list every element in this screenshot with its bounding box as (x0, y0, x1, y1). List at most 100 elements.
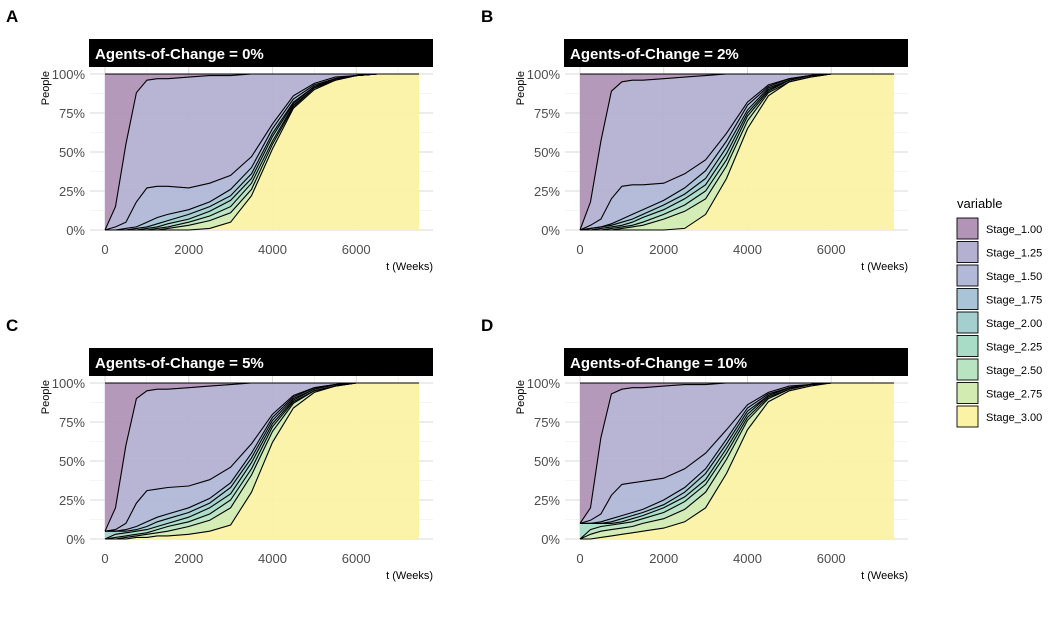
legend-label: Stage_1.25 (986, 248, 1042, 260)
area-stage_3-00 (580, 74, 894, 230)
area-stage_1-00 (105, 74, 419, 230)
panel-a: A Agents-of-Change = 0% 0% 25% 50% 75% 100% 0 20… (6, 7, 433, 273)
y-tick-label: 0% (541, 532, 560, 547)
legend-swatch (956, 335, 979, 357)
panel-title: Agents-of-Change = 10% (570, 355, 747, 372)
x-tick-label: 6000 (342, 242, 371, 257)
legend-swatch (956, 311, 979, 334)
y-axis-title: People (40, 380, 52, 414)
area-stage_1-25 (580, 383, 894, 524)
y-tick-label: 75% (59, 106, 85, 121)
area-stage_1-25 (105, 74, 419, 230)
legend-title: variable (957, 196, 1003, 211)
legend-swatch (956, 217, 979, 240)
y-tick-label: 75% (59, 415, 85, 430)
x-tick-label: 4000 (733, 551, 762, 566)
area-stage_1-50 (580, 74, 894, 230)
y-axis-title: People (515, 71, 527, 105)
y-tick-label: 25% (534, 493, 560, 508)
x-axis-title: t (Weeks) (386, 261, 433, 273)
x-tick-label: 4000 (258, 551, 287, 566)
panel-letter: B (481, 7, 493, 26)
panel-strip (89, 39, 433, 67)
panel-title: Agents-of-Change = 5% (95, 355, 264, 372)
area-stage_1-00 (580, 74, 894, 230)
legend-label: Stage_1.00 (986, 224, 1042, 236)
x-axis-title: t (Weeks) (861, 570, 908, 582)
area-stage_1-25 (580, 74, 894, 230)
legend: variable Stage_1.00 Stage_1.25 Stage_1.50 St… (956, 196, 1042, 428)
legend-label: Stage_1.50 (986, 271, 1042, 283)
x-tick-label: 2000 (174, 551, 203, 566)
y-tick-label: 50% (534, 454, 560, 469)
x-tick-label: 6000 (342, 551, 371, 566)
panel-strip (564, 348, 908, 376)
boundary-line (104, 73, 419, 231)
area-stage_1-50 (105, 383, 419, 532)
boundary-line (105, 382, 419, 540)
y-tick-label: 50% (534, 145, 560, 160)
legend-swatch (956, 264, 979, 287)
area-stage_1-50 (105, 74, 419, 230)
y-tick-label: 0% (66, 223, 85, 238)
y-tick-label: 50% (59, 454, 85, 469)
x-tick-label: 2000 (649, 551, 678, 566)
panel-d: D Agents-of-Change = 10% 0% 25% 50% 75% 100% 0 2… (481, 316, 908, 582)
panel-strip (89, 348, 433, 376)
area-stage_1-75 (105, 74, 419, 230)
legend-label: Stage_1.75 (986, 295, 1042, 307)
y-tick-label: 75% (534, 415, 560, 430)
x-tick-label: 4000 (733, 242, 762, 257)
y-tick-label: 25% (534, 184, 560, 199)
y-axis-title: People (40, 71, 52, 105)
area-stage_1-00 (105, 383, 419, 532)
boundary-line (105, 73, 419, 231)
legend-swatch (956, 405, 979, 428)
y-tick-label: 50% (59, 145, 85, 160)
area-stage_1-25 (105, 383, 419, 532)
x-tick-label: 6000 (817, 551, 846, 566)
panel-strip (564, 39, 908, 67)
y-axis-title: People (515, 380, 527, 414)
area-stage_2-75 (105, 383, 419, 539)
y-tick-label: 100% (52, 67, 86, 82)
area-stage_1-50 (580, 383, 894, 524)
legend-label: Stage_2.25 (986, 342, 1042, 354)
x-tick-label: 0 (576, 242, 583, 257)
panel-c: C Agents-of-Change = 5% 0% 25% 50% 75% 100% 0 20… (6, 316, 433, 582)
area-stage_3-00 (105, 383, 419, 539)
x-tick-label: 0 (101, 242, 108, 257)
legend-swatch (956, 382, 979, 404)
y-tick-label: 100% (52, 376, 86, 391)
x-tick-label: 4000 (258, 242, 287, 257)
y-tick-label: 100% (527, 376, 561, 391)
legend-swatch (956, 241, 979, 263)
y-tick-label: 75% (534, 106, 560, 121)
panel-letter: C (6, 316, 18, 335)
legend-label: Stage_2.50 (986, 365, 1042, 377)
series-lines (104, 73, 419, 231)
y-tick-label: 25% (59, 493, 85, 508)
panel-letter: A (6, 7, 18, 26)
series-lines (104, 382, 419, 540)
area-stage_3-00 (105, 74, 419, 230)
x-tick-label: 2000 (174, 242, 203, 257)
boundary-line (580, 73, 894, 231)
legend-label: Stage_2.75 (986, 389, 1042, 401)
x-axis-title: t (Weeks) (861, 261, 908, 273)
panel-title: Agents-of-Change = 2% (570, 46, 739, 63)
panel-title: Agents-of-Change = 0% (95, 46, 264, 63)
legend-swatch (956, 358, 979, 381)
boundary-line (580, 382, 894, 540)
legend-label: Stage_2.00 (986, 318, 1042, 330)
panel-letter: D (481, 316, 493, 335)
y-tick-label: 25% (59, 184, 85, 199)
legend-swatch (956, 288, 979, 310)
legend-label: Stage_3.00 (986, 412, 1042, 424)
x-tick-label: 2000 (649, 242, 678, 257)
x-tick-label: 0 (101, 551, 108, 566)
panel-b: B Agents-of-Change = 2% 0% 25% 50% 75% 100% 0 20… (481, 7, 908, 273)
area-stage_2-75 (580, 74, 894, 230)
y-tick-label: 100% (527, 67, 561, 82)
